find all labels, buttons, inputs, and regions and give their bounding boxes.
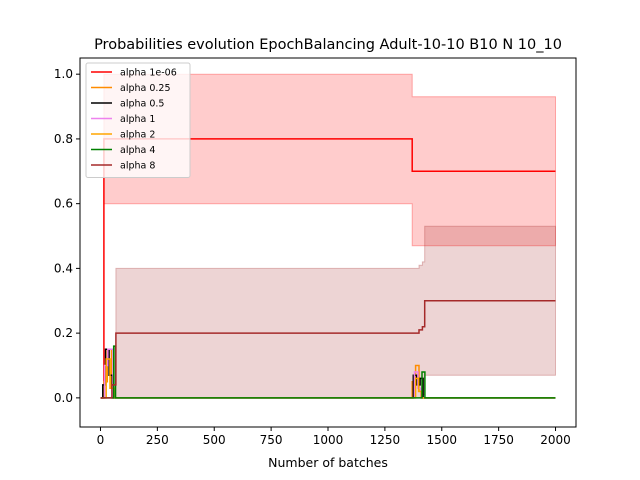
legend-label-0: alpha 1e-06 — [120, 68, 177, 79]
y-tick-label-0: 0.0 — [54, 391, 73, 405]
x-tick-label-2: 500 — [203, 433, 226, 447]
confidence-band-0 — [103, 73, 556, 247]
x-tick-label-6: 1500 — [426, 433, 457, 447]
x-axis: 0 250 500 750 1000 1250 1500 1750 2000 — [97, 427, 571, 447]
legend-label-5: alpha 4 — [120, 145, 155, 156]
y-tick-label-5: 1.0 — [54, 67, 73, 81]
chart-title: Probabilities evolution EpochBalancing A… — [94, 37, 562, 53]
legend: alpha 1e-06 alpha 0.25 alpha 0.5 alpha 1 alp… — [85, 62, 191, 178]
x-tick-label-7: 1750 — [483, 433, 514, 447]
legend-label-6: alpha 8 — [120, 161, 155, 172]
x-tick-label-3: 750 — [260, 433, 283, 447]
x-tick-label-4: 1000 — [313, 433, 344, 447]
legend-label-4: alpha 2 — [120, 130, 155, 141]
x-tick-label-5: 1250 — [370, 433, 401, 447]
y-tick-label-1: 0.2 — [54, 326, 73, 340]
legend-label-2: alpha 0.5 — [120, 99, 164, 110]
legend-label-1: alpha 0.25 — [120, 83, 171, 94]
x-tick-label-0: 0 — [97, 433, 105, 447]
y-tick-label-3: 0.6 — [54, 197, 73, 211]
y-axis: 0.0 0.2 0.4 0.6 0.8 1.0 — [54, 67, 80, 405]
y-tick-label-4: 0.8 — [54, 132, 73, 146]
legend-label-3: alpha 1 — [120, 114, 155, 125]
x-axis-label: Number of batches — [268, 455, 388, 470]
x-tick-label-1: 250 — [146, 433, 169, 447]
bands-layer — [103, 73, 556, 399]
x-tick-label-8: 2000 — [540, 433, 571, 447]
series-line-6 — [100, 300, 556, 399]
y-tick-label-2: 0.4 — [54, 261, 73, 275]
series-line-5 — [100, 345, 556, 399]
lines-layer — [100, 138, 556, 399]
